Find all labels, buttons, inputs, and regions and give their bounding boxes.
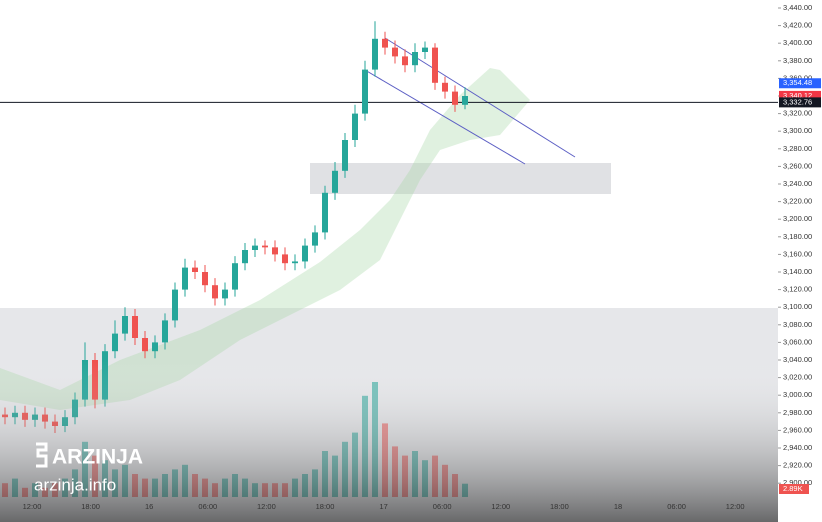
volume-tag	[779, 484, 809, 494]
y-tick-label: 3,380.00	[783, 56, 812, 65]
price-tag-label: 3,332.76	[783, 97, 812, 106]
candle-body	[202, 272, 208, 286]
candle-body	[292, 261, 298, 264]
y-tick-label: 3,160.00	[783, 249, 812, 258]
x-tick-label: 18:00	[81, 502, 100, 511]
y-tick-label: 3,280.00	[783, 144, 812, 153]
candle-body	[252, 245, 258, 250]
candle-body	[342, 140, 348, 171]
candle-body	[112, 333, 118, 352]
price-tag	[779, 97, 821, 108]
candle-body	[412, 52, 418, 66]
x-tick-label: 12:00	[257, 502, 276, 511]
candle-body	[372, 38, 378, 70]
candle-body	[182, 267, 188, 290]
candle-body	[442, 82, 448, 92]
candle-body	[122, 316, 128, 334]
y-tick-label: 3,200.00	[783, 214, 812, 223]
y-tick-label: 3,020.00	[783, 373, 812, 382]
y-tick-label: 3,220.00	[783, 197, 812, 206]
candle-body	[352, 113, 358, 140]
candle-body	[142, 338, 148, 352]
y-tick-label: 3,080.00	[783, 320, 812, 329]
watermark-site: arzinja.info	[34, 475, 116, 494]
candle-body	[272, 247, 278, 255]
candle-body	[232, 263, 238, 290]
x-tick-label: 18:00	[316, 502, 335, 511]
y-tick-label: 3,360.00	[783, 73, 812, 82]
y-tick-label: 3,100.00	[783, 302, 812, 311]
candle-body	[212, 285, 218, 299]
candle-body	[422, 47, 428, 52]
candle-body	[392, 47, 398, 57]
price-tag	[779, 90, 821, 101]
candle-body	[362, 69, 368, 114]
x-tick-label: 12:00	[23, 502, 42, 511]
candle-body	[312, 232, 318, 246]
y-tick-label: 3,400.00	[783, 38, 812, 47]
watermark-brand: ARZINJA	[52, 446, 143, 469]
candle-body	[382, 38, 388, 48]
y-tick-label: 2,940.00	[783, 443, 812, 452]
candle-body	[172, 289, 178, 321]
y-tick-label: 3,140.00	[783, 267, 812, 276]
x-tick-label: 16	[145, 502, 153, 511]
candle-body	[332, 170, 338, 193]
y-tick-label: 3,260.00	[783, 161, 812, 170]
candle-body	[432, 47, 438, 83]
price-tag-label: 3,354.48	[783, 78, 812, 87]
y-tick-label: 3,300.00	[783, 126, 812, 135]
y-tick-label: 3,240.00	[783, 179, 812, 188]
y-tick-label: 3,000.00	[783, 390, 812, 399]
y-tick-label: 2,960.00	[783, 425, 812, 434]
candle-body	[192, 267, 198, 272]
candle-body	[282, 254, 288, 264]
y-tick-label: 3,120.00	[783, 285, 812, 294]
candle-body	[222, 289, 228, 299]
x-tick-label: 17	[379, 502, 387, 511]
candle-body	[302, 245, 308, 262]
y-tick-label: 3,060.00	[783, 337, 812, 346]
watermark-logo	[36, 442, 48, 468]
candle-body	[242, 250, 248, 264]
x-tick-label: 18:00	[550, 502, 569, 511]
y-tick-label: 2,900.00	[783, 478, 812, 487]
x-tick-label: 06:00	[667, 502, 686, 511]
price-tag-label: 3,340.12	[783, 91, 812, 100]
price-tag	[779, 78, 821, 89]
candle-body	[162, 320, 168, 343]
volume-tag-label: 2.89K	[783, 484, 803, 493]
candle-body	[452, 91, 458, 105]
x-tick-label: 06:00	[433, 502, 452, 511]
zone-box	[310, 163, 611, 194]
y-tick-label: 3,040.00	[783, 355, 812, 364]
candle-body	[462, 96, 468, 105]
x-tick-label: 18	[614, 502, 622, 511]
y-tick-label: 2,920.00	[783, 461, 812, 470]
candle-body	[262, 245, 268, 248]
x-tick-label: 12:00	[491, 502, 510, 511]
channel-line	[364, 69, 526, 165]
candle-body	[132, 316, 138, 338]
x-tick-label: 12:00	[726, 502, 745, 511]
y-tick-label: 3,420.00	[783, 21, 812, 30]
x-tick-label: 06:00	[198, 502, 217, 511]
y-tick-label: 2,980.00	[783, 408, 812, 417]
y-tick-label: 3,320.00	[783, 109, 812, 118]
y-tick-label: 3,440.00	[783, 3, 812, 12]
candle-body	[152, 342, 158, 352]
y-tick-label: 3,180.00	[783, 232, 812, 241]
watermark-shade	[0, 360, 778, 522]
candle-body	[322, 192, 328, 233]
candle-body	[402, 56, 408, 66]
